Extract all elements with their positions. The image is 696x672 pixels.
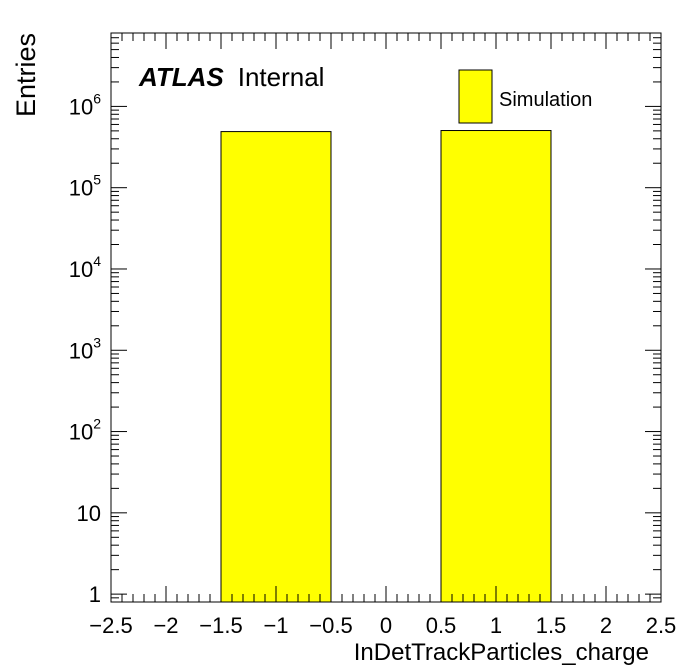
x-tick-label: −1: [263, 613, 288, 638]
x-tick-labels: −2.5 −2 −1.5 −1 −0.5 0 0.5 1 1.5 2 2.5: [89, 613, 676, 638]
x-tick-label: 0: [380, 613, 392, 638]
legend: Simulation: [458, 69, 592, 124]
histogram-bars: [220, 130, 552, 603]
x-tick-label: 1.5: [536, 613, 567, 638]
x-tick-label: 0.5: [426, 613, 457, 638]
histogram-bar-0: [220, 131, 332, 603]
x-tick-label: 2: [600, 613, 612, 638]
y-axis-label: Entries: [11, 33, 41, 117]
histogram-bar-1: [440, 130, 552, 603]
legend-swatch-simulation: [458, 69, 493, 124]
plot-frame: [110, 32, 662, 603]
x-tick-label: −2: [153, 613, 178, 638]
y-tick-label: 1: [89, 582, 101, 607]
x-tick-label: −2.5: [89, 613, 132, 638]
y-tick-label: 106: [69, 90, 101, 119]
legend-label-simulation: Simulation: [499, 89, 592, 111]
axis-ticks: [110, 32, 662, 603]
y-tick-label: 102: [69, 416, 101, 445]
y-tick-label: 103: [69, 334, 101, 363]
atlas-label-internal: Internal: [238, 62, 325, 92]
y-tick-label: 104: [69, 253, 101, 282]
atlas-label-bold: ATLAS: [138, 62, 224, 92]
y-tick-label: 105: [69, 172, 101, 201]
y-tick-labels: 1 10 102 103 104 105 106: [69, 90, 101, 607]
x-tick-label: −0.5: [309, 613, 352, 638]
x-tick-label: 1: [490, 613, 502, 638]
y-tick-label: 10: [77, 501, 101, 526]
x-tick-label: 2.5: [646, 613, 677, 638]
atlas-label: ATLAS Internal: [138, 62, 324, 92]
x-tick-label: −1.5: [199, 613, 242, 638]
x-axis-label: InDetTrackParticles_charge: [354, 639, 649, 666]
